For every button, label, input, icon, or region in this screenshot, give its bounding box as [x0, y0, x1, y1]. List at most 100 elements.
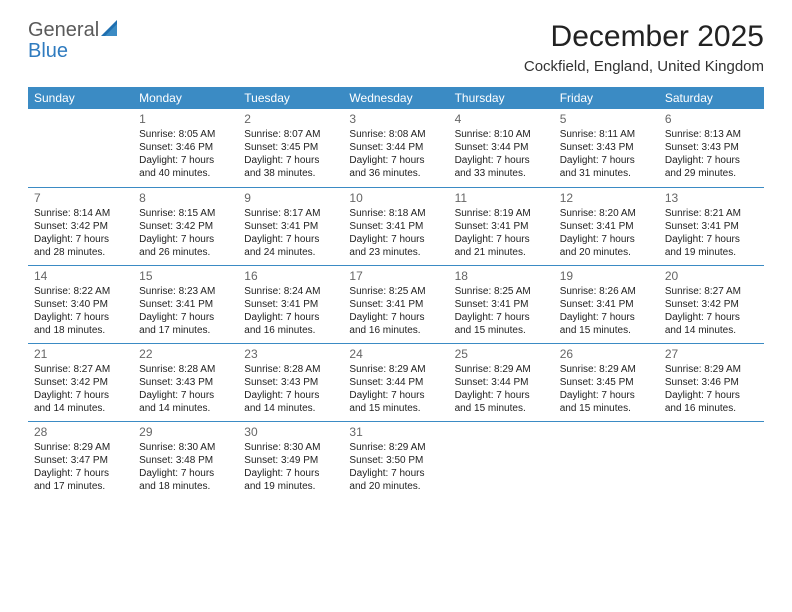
day-details: Sunrise: 8:14 AM Sunset: 3:42 PM Dayligh… [34, 207, 127, 259]
day-number: 11 [455, 191, 548, 205]
calendar-head: SundayMondayTuesdayWednesdayThursdayFrid… [28, 87, 764, 109]
calendar-cell: 10Sunrise: 8:18 AM Sunset: 3:41 PM Dayli… [343, 187, 448, 265]
calendar-cell: 16Sunrise: 8:24 AM Sunset: 3:41 PM Dayli… [238, 265, 343, 343]
calendar-cell: 5 Sunrise: 8:11 AM Sunset: 3:43 PM Daylig… [554, 109, 659, 187]
logo: General Blue [28, 20, 121, 62]
calendar-week: 28 Sunrise: 8:29 AM Sunset: 3:47 PM Dayli… [28, 421, 764, 499]
day-number: 26 [560, 347, 653, 361]
calendar-cell: 21 Sunrise: 8:27 AM Sunset: 3:42 PM Dayli… [28, 343, 133, 421]
day-details: Sunrise: 8:29 AM Sunset: 3:45 PM Dayligh… [560, 363, 653, 415]
calendar-cell: 23 Sunrise: 8:28 AM Sunset: 3:43 PM Dayli… [238, 343, 343, 421]
day-details: Sunrise: 8:05 AM Sunset: 3:46 PM Dayligh… [139, 128, 232, 180]
day-number: 28 [34, 425, 127, 439]
calendar-cell: 13Sunrise: 8:21 AM Sunset: 3:41 PM Dayli… [659, 187, 764, 265]
day-number: 12 [560, 191, 653, 205]
calendar-cell: 6Sunrise: 8:13 AM Sunset: 3:43 PM Daylig… [659, 109, 764, 187]
day-details: Sunrise: 8:25 AM Sunset: 3:41 PM Dayligh… [455, 285, 548, 337]
day-details: Sunrise: 8:15 AM Sunset: 3:42 PM Dayligh… [139, 207, 232, 259]
day-details: Sunrise: 8:07 AM Sunset: 3:45 PM Dayligh… [244, 128, 337, 180]
calendar-cell: 11 Sunrise: 8:19 AM Sunset: 3:41 PM Dayli… [449, 187, 554, 265]
month-title: December 2025 [524, 20, 764, 54]
calendar-cell: 29 Sunrise: 8:30 AM Sunset: 3:48 PM Dayli… [133, 421, 238, 499]
calendar-cell: 25Sunrise: 8:29 AM Sunset: 3:44 PM Dayli… [449, 343, 554, 421]
weekday-header: Tuesday [238, 87, 343, 109]
header: General Blue December 2025 Cockfield, En… [28, 20, 764, 75]
logo-text-blue: Blue [28, 40, 68, 62]
day-number: 25 [455, 347, 548, 361]
day-details: Sunrise: 8:17 AM Sunset: 3:41 PM Dayligh… [244, 207, 337, 259]
day-details: Sunrise: 8:20 AM Sunset: 3:41 PM Dayligh… [560, 207, 653, 259]
calendar-cell: 18 Sunrise: 8:25 AM Sunset: 3:41 PM Dayli… [449, 265, 554, 343]
calendar-week: 14 Sunrise: 8:22 AM Sunset: 3:40 PM Dayli… [28, 265, 764, 343]
calendar-cell: 2 Sunrise: 8:07 AM Sunset: 3:45 PM Daylig… [238, 109, 343, 187]
logo-text-general: General [28, 19, 99, 41]
day-details: Sunrise: 8:18 AM Sunset: 3:41 PM Dayligh… [349, 207, 442, 259]
calendar-cell: 3Sunrise: 8:08 AM Sunset: 3:44 PM Daylig… [343, 109, 448, 187]
day-number: 9 [244, 191, 337, 205]
calendar-cell: 9 Sunrise: 8:17 AM Sunset: 3:41 PM Daylig… [238, 187, 343, 265]
calendar-cell: 8 Sunrise: 8:15 AM Sunset: 3:42 PM Daylig… [133, 187, 238, 265]
day-details: Sunrise: 8:29 AM Sunset: 3:46 PM Dayligh… [665, 363, 758, 415]
day-details: Sunrise: 8:19 AM Sunset: 3:41 PM Dayligh… [455, 207, 548, 259]
weekday-header: Saturday [659, 87, 764, 109]
day-number: 22 [139, 347, 232, 361]
day-number: 27 [665, 347, 758, 361]
title-block: December 2025 Cockfield, England, United… [524, 20, 764, 75]
day-details: Sunrise: 8:23 AM Sunset: 3:41 PM Dayligh… [139, 285, 232, 337]
day-number: 23 [244, 347, 337, 361]
calendar-cell [449, 421, 554, 499]
day-details: Sunrise: 8:26 AM Sunset: 3:41 PM Dayligh… [560, 285, 653, 337]
day-number: 6 [665, 112, 758, 126]
calendar-cell [28, 109, 133, 187]
day-number: 1 [139, 112, 232, 126]
day-details: Sunrise: 8:28 AM Sunset: 3:43 PM Dayligh… [139, 363, 232, 415]
day-number: 24 [349, 347, 442, 361]
day-number: 5 [560, 112, 653, 126]
day-number: 19 [560, 269, 653, 283]
day-number: 31 [349, 425, 442, 439]
day-number: 7 [34, 191, 127, 205]
calendar-week: 7 Sunrise: 8:14 AM Sunset: 3:42 PM Daylig… [28, 187, 764, 265]
calendar-cell: 12 Sunrise: 8:20 AM Sunset: 3:41 PM Dayli… [554, 187, 659, 265]
day-details: Sunrise: 8:25 AM Sunset: 3:41 PM Dayligh… [349, 285, 442, 337]
day-details: Sunrise: 8:29 AM Sunset: 3:47 PM Dayligh… [34, 441, 127, 493]
day-number: 29 [139, 425, 232, 439]
day-details: Sunrise: 8:27 AM Sunset: 3:42 PM Dayligh… [665, 285, 758, 337]
day-details: Sunrise: 8:29 AM Sunset: 3:50 PM Dayligh… [349, 441, 442, 493]
day-number: 2 [244, 112, 337, 126]
day-details: Sunrise: 8:29 AM Sunset: 3:44 PM Dayligh… [349, 363, 442, 415]
day-details: Sunrise: 8:30 AM Sunset: 3:48 PM Dayligh… [139, 441, 232, 493]
day-details: Sunrise: 8:22 AM Sunset: 3:40 PM Dayligh… [34, 285, 127, 337]
day-number: 21 [34, 347, 127, 361]
day-number: 14 [34, 269, 127, 283]
location: Cockfield, England, United Kingdom [524, 58, 764, 75]
calendar-week: 21 Sunrise: 8:27 AM Sunset: 3:42 PM Dayli… [28, 343, 764, 421]
day-number: 17 [349, 269, 442, 283]
calendar-body: 1 Sunrise: 8:05 AM Sunset: 3:46 PM Daylig… [28, 109, 764, 499]
day-number: 15 [139, 269, 232, 283]
calendar-cell: 17 Sunrise: 8:25 AM Sunset: 3:41 PM Dayli… [343, 265, 448, 343]
calendar-cell: 1 Sunrise: 8:05 AM Sunset: 3:46 PM Daylig… [133, 109, 238, 187]
calendar-cell: 24 Sunrise: 8:29 AM Sunset: 3:44 PM Dayli… [343, 343, 448, 421]
weekday-header: Wednesday [343, 87, 448, 109]
day-number: 13 [665, 191, 758, 205]
weekday-header: Monday [133, 87, 238, 109]
calendar-cell: 27 Sunrise: 8:29 AM Sunset: 3:46 PM Dayli… [659, 343, 764, 421]
day-details: Sunrise: 8:28 AM Sunset: 3:43 PM Dayligh… [244, 363, 337, 415]
day-number: 20 [665, 269, 758, 283]
calendar-cell: 22 Sunrise: 8:28 AM Sunset: 3:43 PM Dayli… [133, 343, 238, 421]
weekday-header: Friday [554, 87, 659, 109]
calendar-cell: 14 Sunrise: 8:22 AM Sunset: 3:40 PM Dayli… [28, 265, 133, 343]
calendar-cell: 7 Sunrise: 8:14 AM Sunset: 3:42 PM Daylig… [28, 187, 133, 265]
day-details: Sunrise: 8:24 AM Sunset: 3:41 PM Dayligh… [244, 285, 337, 337]
day-details: Sunrise: 8:11 AM Sunset: 3:43 PM Dayligh… [560, 128, 653, 180]
calendar-cell: 31 Sunrise: 8:29 AM Sunset: 3:50 PM Dayli… [343, 421, 448, 499]
calendar-cell: 15 Sunrise: 8:23 AM Sunset: 3:41 PM Dayli… [133, 265, 238, 343]
weekday-header: Sunday [28, 87, 133, 109]
calendar-cell: 26 Sunrise: 8:29 AM Sunset: 3:45 PM Dayli… [554, 343, 659, 421]
day-details: Sunrise: 8:08 AM Sunset: 3:44 PM Dayligh… [349, 128, 442, 180]
day-number: 8 [139, 191, 232, 205]
day-details: Sunrise: 8:27 AM Sunset: 3:42 PM Dayligh… [34, 363, 127, 415]
logo-sail-icon [101, 20, 121, 41]
day-number: 18 [455, 269, 548, 283]
